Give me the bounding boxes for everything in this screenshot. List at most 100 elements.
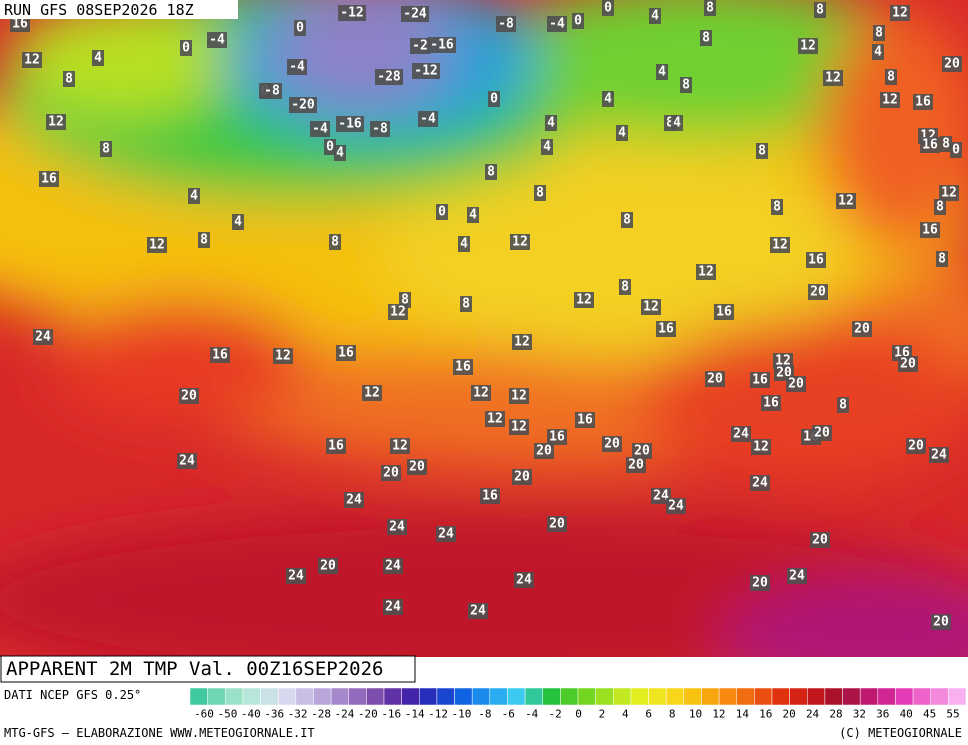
label-box: [232, 214, 244, 230]
contour-label: 20: [810, 285, 826, 300]
label-box: [547, 516, 567, 532]
contour-label: 12: [514, 335, 530, 350]
contour-label: 16: [716, 305, 732, 320]
label-box: [814, 2, 826, 18]
contour-label: 8: [331, 235, 339, 250]
colorbar-tick-label: -20: [358, 708, 378, 721]
contour-label: 16: [752, 373, 768, 388]
label-box: [906, 438, 926, 454]
label-box: [147, 237, 167, 253]
contour-label: 8: [401, 293, 409, 308]
label-box: [750, 575, 770, 591]
label-box: [210, 347, 230, 363]
contour-label: 24: [179, 454, 195, 469]
colorbar-tick-label: -14: [405, 708, 425, 721]
label-box: [512, 469, 532, 485]
colorbar-tick-label: 36: [876, 708, 889, 721]
contour-label: 12: [149, 238, 165, 253]
label-box: [929, 447, 949, 463]
colorbar-cell: [189, 687, 208, 706]
colorbar-cell: [895, 687, 914, 706]
contour-label: 0: [574, 14, 582, 29]
colorbar-tick-label: -50: [217, 708, 237, 721]
contour-label: 16: [922, 138, 938, 153]
contour-label: 8: [773, 200, 781, 215]
colorbar-cell: [225, 687, 244, 706]
contour-label: 20: [707, 372, 723, 387]
contour-label: 20: [788, 377, 804, 392]
colorbar-cell: [718, 687, 737, 706]
colorbar-tick-label: -24: [335, 708, 355, 721]
label-box: [534, 185, 546, 201]
contour-label: 16: [328, 439, 344, 454]
label-box: [873, 25, 885, 41]
contour-label: 20: [549, 517, 565, 532]
contour-label: 12: [772, 238, 788, 253]
colorbar-tick-label: -8: [478, 708, 491, 721]
label-box: [375, 69, 403, 85]
label-box: [761, 395, 781, 411]
contour-label: 16: [338, 346, 354, 361]
contour-label: 12: [364, 386, 380, 401]
label-box: [671, 115, 683, 131]
contour-label: 24: [438, 527, 454, 542]
colorbar-tick-label: 0: [575, 708, 582, 721]
contour-label: 16: [12, 17, 28, 32]
contour-label: 8: [682, 78, 690, 93]
label-box: [326, 438, 346, 454]
colorbar-cell: [524, 687, 543, 706]
label-box: [289, 97, 317, 113]
data-source: DATI NCEP GFS 0.25°: [4, 688, 141, 702]
label-box: [310, 121, 330, 137]
contour-label: 8: [758, 144, 766, 159]
label-box: [180, 40, 192, 56]
colorbar-tick-label: 8: [669, 708, 676, 721]
contour-label: 16: [577, 413, 593, 428]
contour-label: -12: [414, 64, 437, 79]
label-box: [63, 71, 75, 87]
colorbar-cell: [701, 687, 720, 706]
colorbar-tick-label: 16: [759, 708, 772, 721]
contour-label: 4: [460, 237, 468, 252]
label-box: [287, 59, 307, 75]
contour-label: 24: [516, 573, 532, 588]
label-box: [177, 453, 197, 469]
label-box: [798, 38, 818, 54]
label-box: [602, 0, 614, 16]
label-box: [575, 412, 595, 428]
label-box: [10, 16, 30, 32]
contour-label: -8: [372, 122, 388, 137]
contour-label: 8: [65, 72, 73, 87]
contour-label: 0: [438, 205, 446, 220]
label-box: [488, 91, 500, 107]
contour-label: 8: [666, 116, 674, 131]
label-box: [810, 532, 830, 548]
colorbar: -60 -50 -40 -36 -32 -28 -24 -20 -16 -14 -12 -10 -8 -6…: [189, 687, 967, 721]
label-box: [936, 251, 948, 267]
contour-label: 8: [936, 200, 944, 215]
colorbar-tick-label: -6: [502, 708, 515, 721]
label-box: [207, 32, 227, 48]
contour-label: 20: [854, 322, 870, 337]
colorbar-cell: [454, 687, 473, 706]
label-box: [509, 388, 529, 404]
label-box: [338, 5, 366, 21]
contour-label: 4: [673, 116, 681, 131]
contour-label: 4: [234, 215, 242, 230]
contour-label: -4: [420, 112, 436, 127]
run-label: RUN GFS 08SEP2026 18Z: [4, 1, 194, 19]
label-box: [336, 345, 356, 361]
contour-label: 12: [576, 293, 592, 308]
colorbar-cell: [877, 687, 896, 706]
contour-label: 24: [752, 476, 768, 491]
colorbar-cell: [683, 687, 702, 706]
contour-label: 12: [390, 305, 406, 320]
label-box: [324, 139, 336, 155]
label-box: [950, 142, 962, 158]
label-box: [509, 419, 529, 435]
contour-label: 8: [200, 233, 208, 248]
label-box: [436, 526, 456, 542]
contour-label: 24: [931, 448, 947, 463]
label-box: [336, 116, 364, 132]
